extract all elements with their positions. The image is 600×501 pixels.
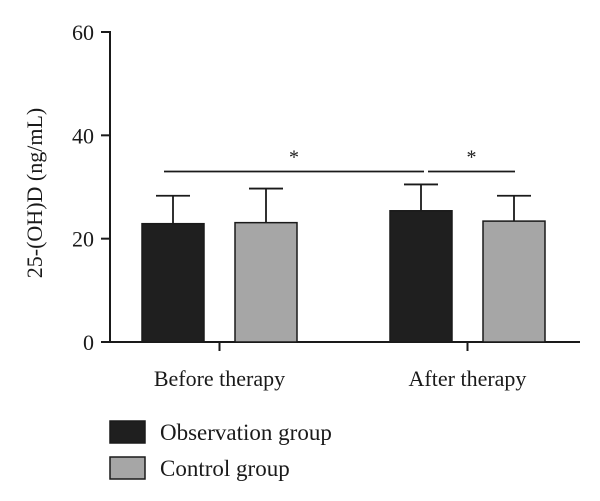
significance-star: * bbox=[289, 147, 299, 169]
y-ticks: 0 20 40 60 bbox=[72, 20, 110, 355]
x-tick-label: After therapy bbox=[409, 366, 527, 391]
y-tick-label: 0 bbox=[83, 330, 94, 355]
y-axis-label: 25-(OH)D (ng/mL) bbox=[22, 108, 47, 278]
y-tick-label: 20 bbox=[72, 227, 94, 252]
legend: Observation group Control group bbox=[109, 420, 332, 481]
y-tick-label: 60 bbox=[72, 20, 94, 45]
significance-markers: * * bbox=[164, 147, 515, 173]
bar bbox=[482, 220, 546, 343]
bar bbox=[234, 221, 298, 343]
legend-swatch-observation bbox=[109, 420, 146, 444]
significance-star: * bbox=[467, 147, 477, 169]
x-ticks: Before therapy After therapy bbox=[154, 342, 527, 391]
legend-swatch-control bbox=[109, 456, 146, 480]
legend-label-control: Control group bbox=[160, 456, 290, 481]
bar bbox=[141, 222, 205, 343]
y-tick-label: 40 bbox=[72, 123, 94, 148]
legend-label-observation: Observation group bbox=[160, 420, 332, 445]
bar bbox=[389, 210, 453, 343]
x-tick-label: Before therapy bbox=[154, 366, 285, 391]
bars bbox=[141, 183, 546, 343]
